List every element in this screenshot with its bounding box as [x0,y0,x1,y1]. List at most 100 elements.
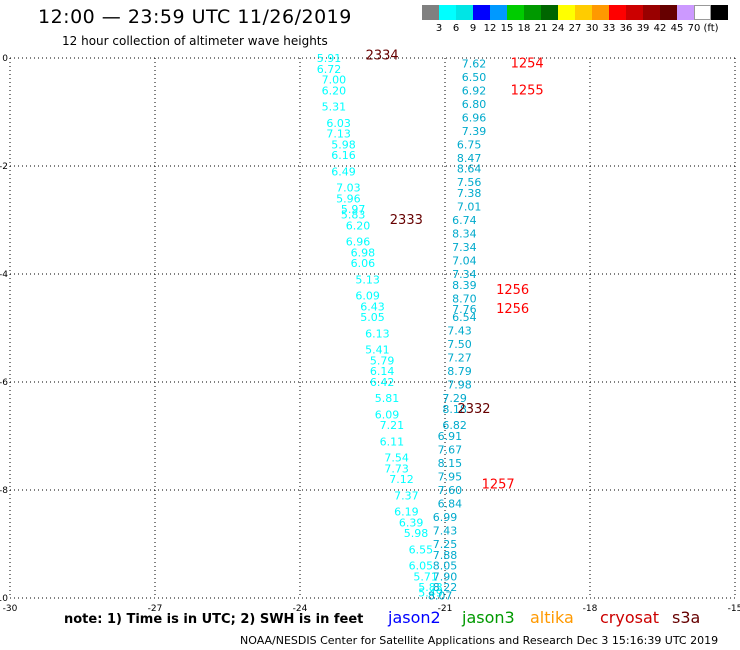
wave-height-value: 7.43 [447,325,472,338]
wave-height-value: 6.20 [322,84,347,97]
wave-height-value: 7.04 [452,255,477,268]
wave-height-value: 6.11 [380,435,405,448]
wave-height-value: 7.90 [433,570,458,583]
wave-height-value: 6.13 [365,327,390,340]
page-title: 12:00 — 23:59 UTC 11/26/2019 [38,6,352,28]
color-swatch [660,5,677,20]
wave-height-value: 7.34 [452,268,477,281]
wave-height-value: 6.05 [409,560,434,573]
note-text: note: 1) Time is in UTC; 2) SWH is in fe… [64,612,364,627]
color-swatch [575,5,592,20]
wave-height-value: 8.79 [447,365,472,378]
wave-height-value: 6.09 [355,290,380,303]
color-scale-label: 18 [517,23,531,34]
color-scale-label: 30 [585,23,599,34]
page-subtitle: 12 hour collection of altimeter wave hei… [62,34,328,48]
color-scale-label: 3 [435,23,443,34]
wave-height-value: 7.21 [380,419,405,432]
wave-height-value: 8.34 [452,228,477,241]
wave-height-value: 7.01 [457,201,482,214]
wave-height-value: 6.84 [438,498,463,511]
wave-height-value: 8.15 [438,457,463,470]
color-swatch [558,5,575,20]
wave-height-value: 8.07 [428,589,453,602]
satellite-legend-item: s3a [672,608,701,627]
y-tick-label: -6 [0,378,8,388]
color-scale-label: 36 [619,23,633,34]
wave-height-value: 7.03 [336,182,361,195]
wave-height-value: 7.60 [438,484,463,497]
wave-height-value: 7.34 [452,241,477,254]
pass-time-label: 1257 [482,478,515,493]
wave-height-value: 6.55 [409,543,434,556]
color-scale-label: 21 [534,23,548,34]
wave-height-value: 5.31 [322,101,347,114]
wave-height-value: 6.96 [462,111,487,124]
wave-height-value: 7.12 [389,473,414,486]
wave-height-value: 5.71 [413,570,438,583]
wave-height-value: 5.79 [370,354,395,367]
pass-time-label: 2333 [390,213,423,228]
y-tick-label: -10 [0,594,8,604]
color-scale-label: 24 [551,23,565,34]
color-swatch [626,5,643,20]
wave-height-value: 6.74 [452,214,477,227]
wave-height-value: 8.70 [452,292,477,305]
x-tick-label: -24 [293,604,308,614]
pass-time-label: 1256 [496,302,529,317]
wave-height-value: 7.00 [322,74,347,87]
wave-height-value: 6.91 [438,430,463,443]
wave-height-value: 6.50 [462,71,487,84]
color-scale-label: 70 [687,23,701,34]
wave-height-value: 7.95 [438,471,463,484]
wave-height-value: 5.98 [331,138,356,151]
wave-height-value: 7.67 [438,444,463,457]
color-swatch [456,5,473,20]
color-scale-label: 39 [636,23,650,34]
wave-height-value: 6.92 [462,84,487,97]
wave-height-value: 5.83 [341,209,366,222]
wave-height-value: 8.47 [457,152,482,165]
wave-height-value: 7.37 [394,489,419,502]
x-tick-label: -21 [438,604,453,614]
wave-height-value: 8.18 [442,403,467,416]
color-swatch [711,5,728,20]
y-tick-label: 0 [2,54,8,64]
wave-height-value: 5.83 [418,581,443,594]
color-swatch [490,5,507,20]
wave-height-value: 6.06 [351,257,376,270]
wave-height-value: 7.13 [326,128,351,141]
wave-height-value: 7.76 [452,303,477,316]
color-scale-label: 9 [469,23,477,34]
satellite-legend-item: jason3 [462,608,515,627]
wave-height-value: 5.41 [365,344,390,357]
pass-time-label: 1254 [511,56,544,71]
color-swatch [609,5,626,20]
color-swatch [439,5,456,20]
color-scale-label: 12 [483,23,497,34]
color-swatch [541,5,558,20]
color-scale-label: 6 [452,23,460,34]
pass-time-label: 1256 [496,283,529,298]
wave-height-value: 5.49 [418,587,443,600]
wave-height-value: 8.22 [433,581,458,594]
wave-height-value: 6.20 [346,219,371,232]
pass-time-label: 2332 [457,402,490,417]
footer-credit: NOAA/NESDIS Center for Satellite Applica… [240,634,719,647]
wave-height-value: 5.81 [375,392,400,405]
wave-height-value: 7.88 [433,549,458,562]
wave-height-value: 7.73 [384,462,409,475]
wave-height-value: 5.96 [336,192,361,205]
wave-height-value: 7.25 [433,538,458,551]
wave-height-value: 5.13 [355,273,380,286]
color-swatch [694,5,711,20]
x-tick-label: -27 [148,604,163,614]
y-tick-label: -4 [0,270,8,280]
wave-height-value: 7.43 [433,525,458,538]
wave-height-value: 6.99 [433,511,458,524]
pass-time-label: 2334 [366,48,399,63]
color-swatch [473,5,490,20]
color-swatch [592,5,609,20]
wave-height-value: 8.64 [457,163,482,176]
